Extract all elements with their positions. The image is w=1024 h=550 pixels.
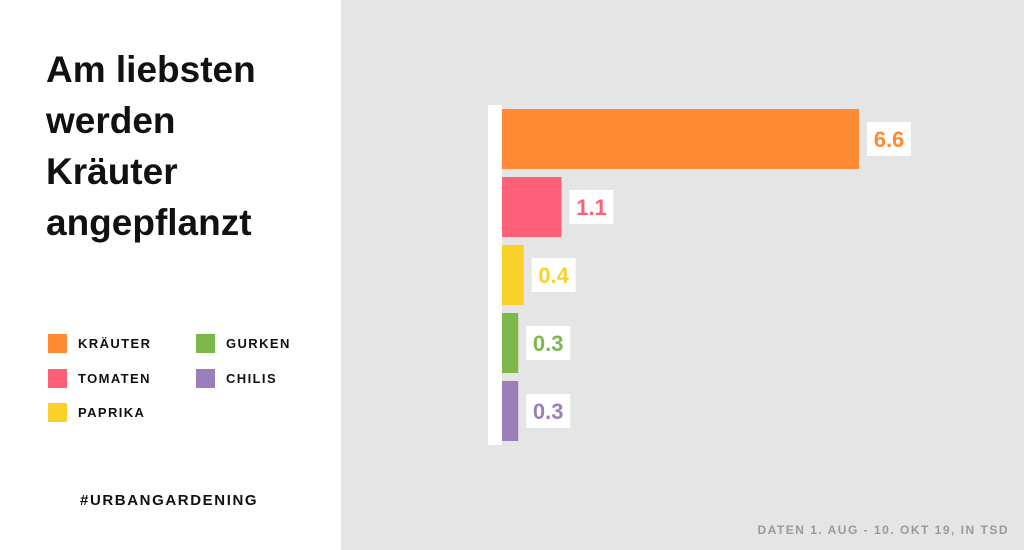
title-line: Am liebsten <box>46 49 256 90</box>
bar <box>502 245 524 305</box>
title-line: Kräuter <box>46 151 178 192</box>
bar <box>502 313 519 373</box>
chart-title: Am liebsten werden Kräuter angepflanzt <box>46 44 326 248</box>
bar <box>502 109 859 169</box>
legend-label: CHILIS <box>226 370 278 386</box>
hashtag: #URBANGARDENING <box>80 492 259 509</box>
legend-swatch <box>48 368 67 388</box>
data-label-box <box>526 394 571 428</box>
legend: KRÄUTER TOMATEN PAPRIKA GURKEN CHILIS <box>48 331 318 431</box>
legend-swatch <box>196 333 215 353</box>
chart-panel: 6.6 1.1 0.4 0.3 0.3 DATEN 1. AUG - 10. OKT 1… <box>341 0 1024 550</box>
data-label-box <box>531 258 576 292</box>
bar <box>502 381 519 441</box>
legend-swatch <box>48 333 67 353</box>
legend-item-gurken: GURKEN <box>196 333 291 353</box>
data-label: 0.3 <box>533 399 564 424</box>
title-line: angepflanzt <box>46 202 252 243</box>
legend-item-paprika: PAPRIKA <box>48 402 145 422</box>
legend-item-chilis: CHILIS <box>196 368 277 388</box>
data-label: 6.6 <box>874 127 905 152</box>
axis-baseline <box>488 105 502 445</box>
legend-item-tomaten: TOMATEN <box>48 368 151 388</box>
legend-label: TOMATEN <box>78 370 151 386</box>
legend-label: GURKEN <box>226 335 291 351</box>
legend-item-kraeuter: KRÄUTER <box>48 333 151 353</box>
source-note: DATEN 1. AUG - 10. OKT 19, IN TSD <box>757 523 1009 537</box>
data-label-box <box>867 122 911 156</box>
legend-swatch <box>196 368 215 388</box>
bar-chart: 6.6 1.1 0.4 0.3 0.3 <box>488 105 911 445</box>
bar <box>502 177 562 237</box>
data-label: 0.3 <box>533 331 564 356</box>
legend-label: KRÄUTER <box>78 335 152 351</box>
data-label: 0.4 <box>538 263 569 288</box>
left-panel: Am liebsten werden Kräuter angepflanzt K… <box>0 0 341 550</box>
legend-swatch <box>48 402 67 422</box>
data-label-box <box>569 190 614 224</box>
title-line: werden <box>46 100 176 141</box>
legend-label: PAPRIKA <box>78 404 146 420</box>
data-label-box <box>526 326 571 360</box>
data-label: 1.1 <box>576 195 607 220</box>
